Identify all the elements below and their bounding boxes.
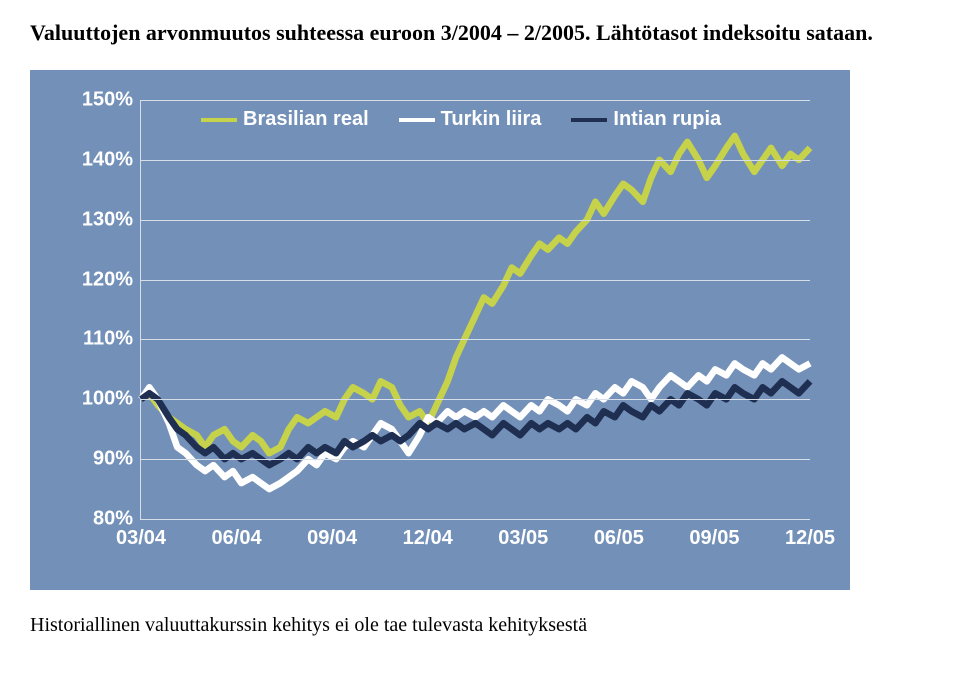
gridline (141, 280, 810, 281)
x-axis-label: 06/05 (594, 519, 644, 550)
y-axis-label: 120% (82, 268, 141, 291)
x-axis-label: 12/05 (785, 519, 835, 550)
chart-svg (141, 100, 810, 519)
x-axis-label: 06/04 (212, 519, 262, 550)
gridline (141, 160, 810, 161)
chart-footnote: Historiallinen valuuttakurssin kehitys e… (30, 614, 930, 637)
legend-label: Brasilian real (243, 108, 369, 131)
y-axis-label: 130% (82, 208, 141, 231)
gridline (141, 399, 810, 400)
gridline (141, 220, 810, 221)
gridline (141, 459, 810, 460)
x-axis-label: 03/04 (116, 519, 166, 550)
legend: Brasilian real Turkin liira Intian rupia (201, 108, 721, 131)
y-axis-label: 140% (82, 148, 141, 171)
x-axis-label: 09/05 (689, 519, 739, 550)
plot-wrap: Brasilian realTurkin liiraIntian rupia 8… (140, 100, 810, 560)
y-axis-label: 110% (83, 328, 141, 351)
legend-item: Turkin liira (399, 108, 542, 131)
series-line (141, 381, 810, 465)
legend-swatch (571, 118, 607, 122)
legend-item: Brasilian real (201, 108, 369, 131)
x-axis-label: 09/04 (307, 519, 357, 550)
gridline (141, 100, 810, 101)
y-axis-label: 90% (93, 448, 141, 471)
chart-container: Brasilian realTurkin liiraIntian rupia 8… (30, 70, 850, 590)
plot-area: Brasilian realTurkin liiraIntian rupia 8… (140, 100, 810, 520)
legend-swatch (399, 118, 435, 122)
y-axis-label: 100% (82, 388, 141, 411)
legend-swatch (201, 118, 237, 122)
y-axis-label: 150% (82, 89, 141, 112)
gridline (141, 339, 810, 340)
legend-label: Turkin liira (441, 108, 542, 131)
legend-label: Intian rupia (613, 108, 721, 131)
x-axis-label: 12/04 (403, 519, 453, 550)
chart-title: Valuuttojen arvonmuutos suhteessa euroon… (30, 20, 930, 46)
x-axis-label: 03/05 (498, 519, 548, 550)
legend-item: Intian rupia (571, 108, 721, 131)
